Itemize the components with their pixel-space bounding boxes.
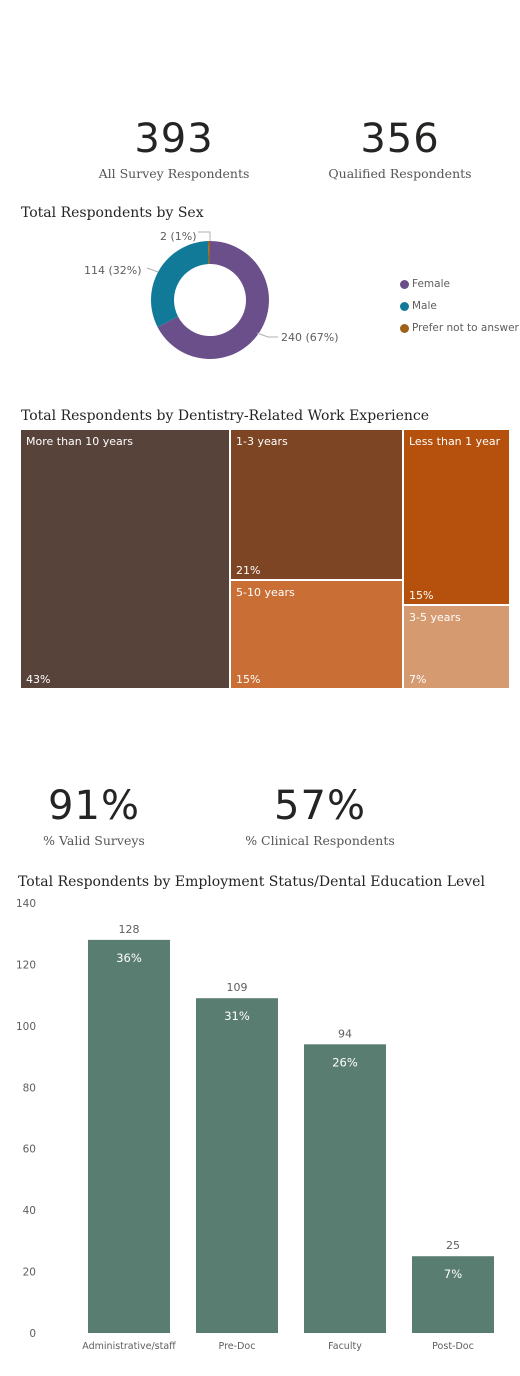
y-tick-label: 100 bbox=[16, 1021, 36, 1033]
bar-administrative-staff[interactable] bbox=[88, 939, 170, 1333]
bar-value-label: 94 bbox=[338, 1027, 352, 1040]
bar-value-label: 109 bbox=[227, 981, 248, 994]
donut-slice-prefer-not[interactable] bbox=[207, 241, 210, 265]
employment-chart-title: Total Respondents by Employment Status/D… bbox=[18, 874, 485, 890]
leader-line-female bbox=[256, 332, 278, 338]
treemap-value: 7% bbox=[409, 673, 427, 686]
kpi-clinical-respondents-label: % Clinical Respondents bbox=[245, 833, 395, 848]
legend-label-male: Male bbox=[412, 300, 437, 312]
legend-dot-prefer-not bbox=[400, 323, 409, 333]
treemap-label: More than 10 years bbox=[26, 435, 134, 448]
kpi-clinical-respondents-value: 57% bbox=[274, 783, 366, 829]
employment-bar-chart: 0 20 40 60 80 100 120 140 128 36% Administrative/… bbox=[16, 898, 494, 1352]
bar-pre-doc[interactable] bbox=[196, 998, 278, 1333]
data-label-female: 240 (67%) bbox=[281, 331, 339, 344]
treemap-cell-less-than-1-year[interactable]: Less than 1 year 15% bbox=[403, 429, 510, 605]
y-tick-label: 60 bbox=[23, 1144, 36, 1156]
bar-faculty[interactable] bbox=[304, 1044, 386, 1333]
bar-value-label: 128 bbox=[119, 923, 140, 936]
y-tick-label: 40 bbox=[23, 1205, 36, 1217]
sex-chart-title: Total Respondents by Sex bbox=[21, 205, 204, 221]
kpi-all-respondents-label: All Survey Respondents bbox=[98, 166, 250, 181]
x-tick-label: Administrative/staff bbox=[82, 1341, 176, 1352]
legend-dot-male bbox=[400, 301, 409, 311]
bar-percent-label: 36% bbox=[116, 951, 142, 965]
treemap-value: 21% bbox=[236, 564, 261, 577]
legend-label-female: Female bbox=[412, 278, 450, 290]
leader-line-prefer bbox=[198, 231, 211, 241]
legend-label-prefer-not: Prefer not to answer bbox=[412, 322, 519, 334]
data-label-male: 114 (32%) bbox=[84, 264, 142, 277]
kpi-valid-surveys-label: % Valid Surveys bbox=[43, 833, 145, 848]
x-tick-label: Pre-Doc bbox=[219, 1341, 256, 1352]
bar-percent-label: 31% bbox=[224, 1009, 250, 1023]
legend-dot-female bbox=[400, 279, 409, 289]
bar-percent-label: 26% bbox=[332, 1055, 358, 1069]
legend-item-female[interactable]: Female bbox=[400, 273, 519, 295]
sex-legend: Female Male Prefer not to answer bbox=[400, 273, 519, 339]
sex-donut-chart: 2 (1%) 114 (32%) 240 (67%) bbox=[84, 230, 339, 359]
treemap-label: 5-10 years bbox=[236, 586, 295, 599]
donut-slice-male[interactable] bbox=[151, 241, 209, 328]
kpi-all-respondents-value: 393 bbox=[134, 116, 214, 162]
treemap-cell-1-3-years[interactable]: 1-3 years 21% bbox=[230, 429, 403, 580]
experience-chart-title: Total Respondents by Dentistry-Related W… bbox=[21, 408, 430, 424]
leader-line-male bbox=[146, 267, 159, 273]
y-tick-label: 120 bbox=[16, 959, 36, 971]
treemap-cell-5-10-years[interactable]: 5-10 years 15% bbox=[230, 580, 403, 689]
treemap-value: 15% bbox=[236, 673, 261, 686]
kpi-qualified-respondents-value: 356 bbox=[360, 116, 440, 162]
treemap-cell-more-than-10-years[interactable]: More than 10 years 43% bbox=[20, 429, 230, 689]
legend-item-male[interactable]: Male bbox=[400, 295, 519, 317]
experience-treemap: More than 10 years 43% 1-3 years 21% Les… bbox=[20, 429, 510, 689]
y-tick-label: 0 bbox=[29, 1328, 36, 1340]
kpi-qualified-respondents-label: Qualified Respondents bbox=[328, 166, 472, 181]
treemap-cell-3-5-years[interactable]: 3-5 years 7% bbox=[403, 605, 510, 689]
y-tick-label: 20 bbox=[23, 1267, 36, 1279]
data-label-prefer: 2 (1%) bbox=[160, 230, 197, 243]
treemap-label: 1-3 years bbox=[236, 435, 288, 448]
x-tick-label: Post-Doc bbox=[432, 1341, 474, 1352]
treemap-label: Less than 1 year bbox=[409, 435, 501, 448]
treemap-value: 15% bbox=[409, 589, 434, 602]
donut-slice-female[interactable] bbox=[157, 241, 269, 359]
bar-percent-label: 7% bbox=[444, 1267, 462, 1281]
legend-item-prefer-not[interactable]: Prefer not to answer bbox=[400, 317, 519, 339]
bar-post-doc[interactable] bbox=[412, 1256, 494, 1333]
treemap-value: 43% bbox=[26, 673, 51, 686]
y-tick-label: 140 bbox=[16, 898, 36, 910]
treemap-label: 3-5 years bbox=[409, 611, 461, 624]
y-tick-label: 80 bbox=[23, 1082, 36, 1094]
kpi-valid-surveys-value: 91% bbox=[48, 783, 140, 829]
x-tick-label: Faculty bbox=[328, 1341, 362, 1352]
bar-value-label: 25 bbox=[446, 1239, 460, 1252]
